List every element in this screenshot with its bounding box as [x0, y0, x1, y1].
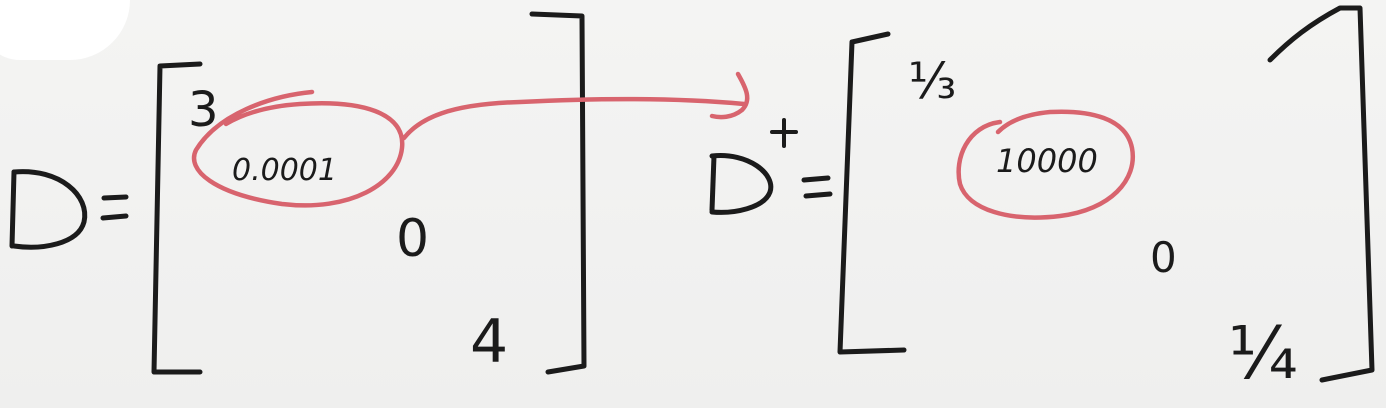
right-entry-top-left: ⅓: [908, 52, 956, 110]
red-arrow-curve: [401, 96, 747, 141]
red-arrow-head: [709, 71, 750, 120]
right-entry-middle: 0: [1150, 233, 1177, 282]
left-matrix-close-bracket: [529, 11, 587, 375]
red-circle-left: [191, 89, 405, 208]
right-entry-circled-value: 10000: [996, 142, 1098, 180]
letter-d-stem: [9, 169, 17, 249]
right-matrix-open-bracket: [837, 31, 907, 355]
left-entry-middle: 0: [396, 209, 429, 269]
right-equals-sign: [801, 175, 833, 199]
letter-d-plus-stem: [709, 153, 717, 213]
left-matrix-open-bracket: [151, 61, 203, 375]
right-entry-bottom-right: ¼: [1228, 311, 1298, 395]
left-entry-circled-value: 0.0001: [232, 153, 337, 188]
red-circle-right: [956, 109, 1136, 220]
left-matrix-label: [9, 169, 88, 250]
letter-d-bowl: [11, 169, 88, 250]
left-entry-bottom-right: 4: [470, 307, 508, 377]
left-equals-sign: [100, 194, 129, 221]
right-matrix-close-bracket: [1267, 5, 1375, 383]
letter-d-plus-bowl: [709, 153, 774, 215]
right-matrix-label: [709, 118, 798, 215]
